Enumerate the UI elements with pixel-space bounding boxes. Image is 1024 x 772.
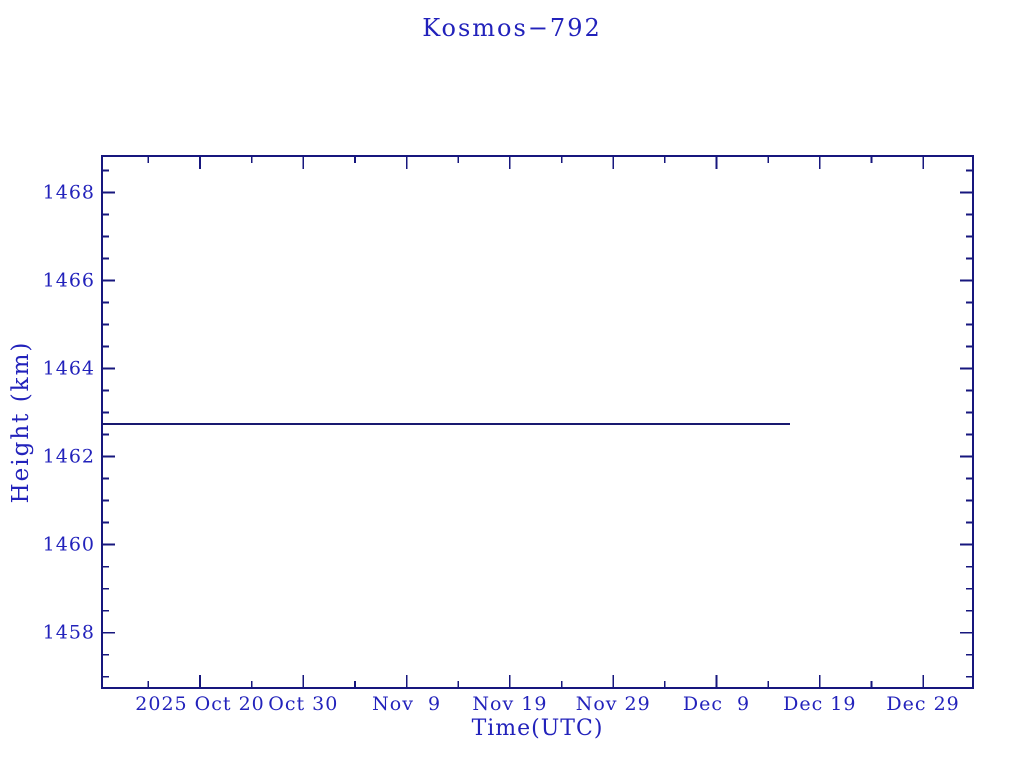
y-tick-label: 1462 bbox=[43, 446, 95, 468]
y-tick-label: 1460 bbox=[43, 534, 95, 556]
y-axis-title: Height (km) bbox=[8, 340, 34, 504]
x-tick-label: Oct 30 bbox=[268, 693, 338, 715]
y-tick-label: 1468 bbox=[43, 182, 95, 204]
x-tick-label: 2025 Oct 20 bbox=[135, 693, 264, 715]
x-tick-label: Nov 19 bbox=[472, 693, 547, 715]
y-tick-label: 1466 bbox=[43, 270, 95, 292]
x-axis-title: Time(UTC) bbox=[471, 716, 604, 741]
x-tick-label: Dec 29 bbox=[886, 693, 959, 715]
x-tick-label: Dec 19 bbox=[783, 693, 856, 715]
y-tick-label: 1464 bbox=[43, 358, 95, 380]
x-tick-label: Nov 29 bbox=[576, 693, 651, 715]
y-tick-label: 1458 bbox=[43, 622, 95, 644]
x-tick-label: Dec 9 bbox=[683, 693, 750, 715]
plot-frame bbox=[101, 155, 974, 689]
x-tick-label: Nov 9 bbox=[372, 693, 441, 715]
chart-title: Kosmos−792 bbox=[422, 14, 602, 42]
